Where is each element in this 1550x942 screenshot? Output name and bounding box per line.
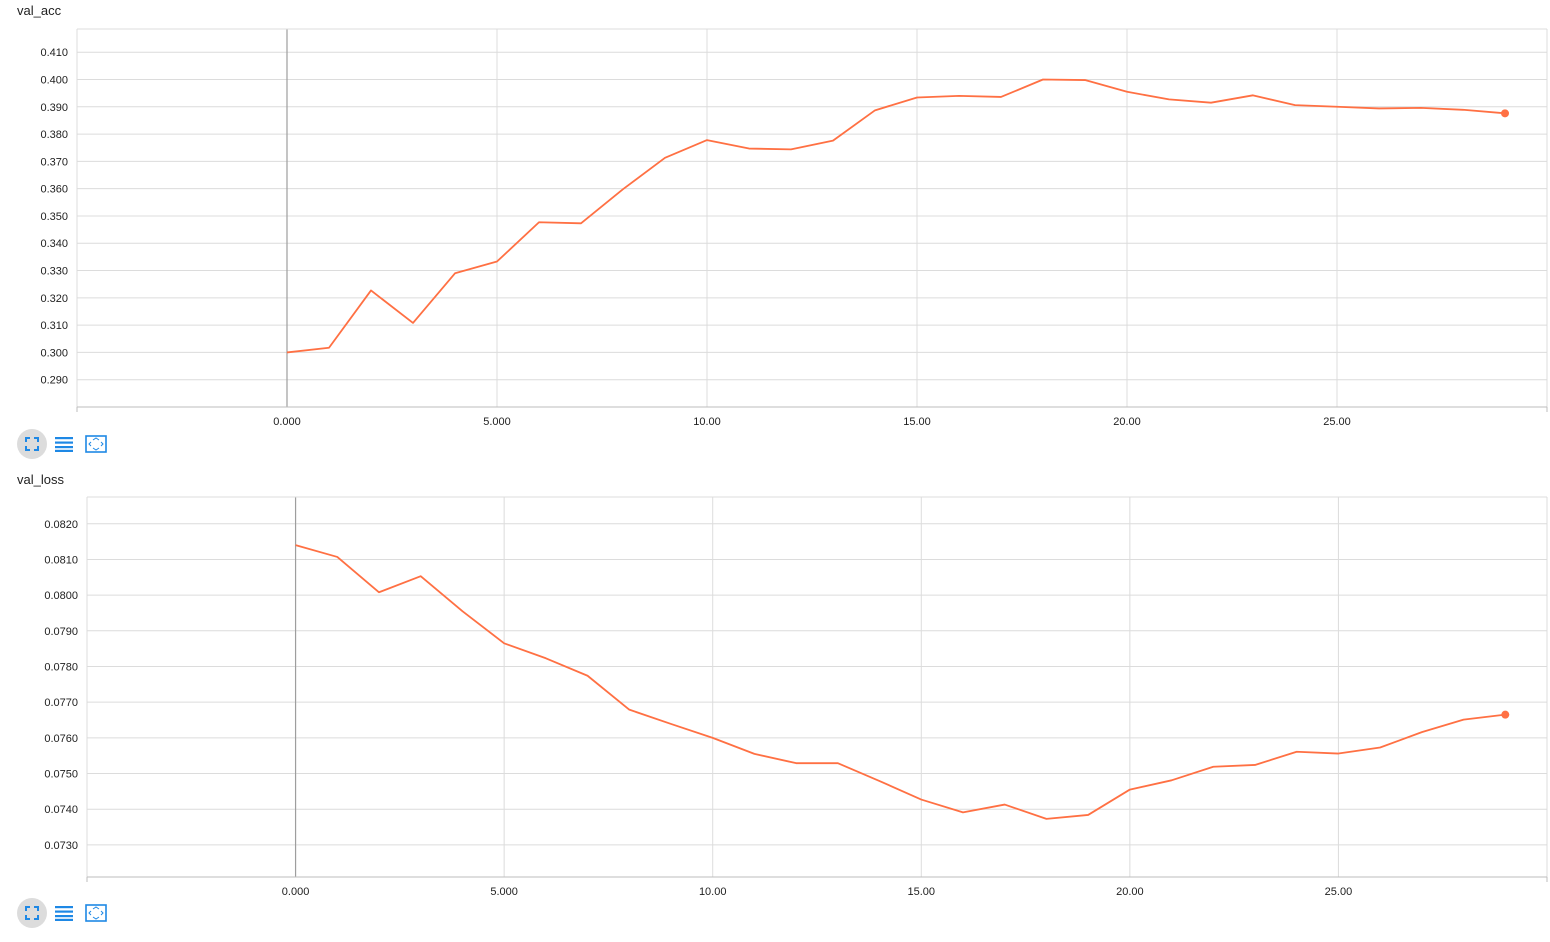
y-tick-label: 0.0820: [44, 519, 78, 531]
expand-icon: [25, 437, 39, 451]
val-acc-panel: val_acc 0.290 0.300 0.310 0.320 0.330 0.340 0.…: [0, 0, 1550, 469]
y-tick-label: 0.0810: [44, 554, 78, 566]
y-tick-label: 0.410: [40, 47, 68, 59]
y-tick-label: 0.390: [40, 102, 68, 114]
x-tick-label: 10.00: [699, 886, 727, 898]
last-point-marker: [1501, 710, 1510, 719]
x-tick-label: 10.00: [693, 416, 721, 428]
y-tick-label: 0.0780: [44, 661, 78, 673]
x-tick-label: 20.00: [1113, 416, 1141, 428]
list-icon: [55, 906, 73, 921]
y-tick-label: 0.300: [40, 347, 68, 359]
y-tick-label: 0.290: [40, 375, 68, 387]
x-tick-label: 25.00: [1323, 416, 1351, 428]
chart-toolbar: [17, 429, 113, 459]
y-tick-label: 0.0730: [44, 840, 78, 852]
fit-domain-button[interactable]: [17, 429, 47, 459]
y-tick-label: 0.0750: [44, 769, 78, 781]
y-tick-label: 0.310: [40, 320, 68, 332]
y-tick-label: 0.400: [40, 74, 68, 86]
series-line: [286, 78, 1506, 354]
y-tick-label: 0.350: [40, 211, 68, 223]
x-tick-label: 5.000: [490, 886, 518, 898]
chart-title: val_acc: [17, 3, 62, 18]
chart-toolbar: [17, 898, 113, 928]
list-icon: [55, 437, 73, 452]
x-tick-label: 5.000: [483, 416, 511, 428]
chart-title: val_loss: [17, 472, 64, 487]
x-tick-label: 15.00: [908, 886, 936, 898]
x-tick-label: 20.00: [1116, 886, 1144, 898]
toggle-log-scale-button[interactable]: [49, 429, 79, 459]
y-tick-label: 0.320: [40, 293, 68, 305]
x-tick-label: 25.00: [1325, 886, 1353, 898]
y-tick-label: 0.370: [40, 156, 68, 168]
x-tick-label: 0.000: [273, 416, 301, 428]
x-tick-label: 15.00: [903, 416, 931, 428]
val-loss-panel: val_loss 0.0730 0.0740 0.0750 0.0760 0.0770 0…: [0, 469, 1550, 942]
grid: [77, 29, 1547, 407]
y-tick-label: 0.0760: [44, 733, 78, 745]
y-tick-label: 0.0740: [44, 804, 78, 816]
last-point-marker: [1501, 109, 1509, 118]
y-tick-label: 0.330: [40, 266, 68, 278]
y-tick-label: 0.360: [40, 184, 68, 196]
toggle-log-scale-button[interactable]: [49, 898, 79, 928]
val-loss-chart[interactable]: 0.0730 0.0740 0.0750 0.0760 0.0770 0.0780 0.07…: [0, 469, 1550, 942]
expand-icon: [25, 906, 39, 920]
y-tick-label: 0.380: [40, 129, 68, 141]
series-line: [295, 544, 1506, 820]
toggle-zoom-button[interactable]: [81, 898, 111, 928]
fullscreen-icon: [85, 904, 107, 922]
y-tick-label: 0.0800: [44, 590, 78, 602]
y-tick-label: 0.0770: [44, 697, 78, 709]
grid: [87, 497, 1547, 877]
x-tick-label: 0.000: [282, 886, 310, 898]
y-tick-label: 0.0790: [44, 626, 78, 638]
val-acc-chart[interactable]: 0.290 0.300 0.310 0.320 0.330 0.340 0.350 0.360…: [0, 0, 1550, 469]
y-tick-label: 0.340: [40, 238, 68, 250]
fullscreen-icon: [85, 435, 107, 453]
fit-domain-button[interactable]: [17, 898, 47, 928]
toggle-zoom-button[interactable]: [81, 429, 111, 459]
